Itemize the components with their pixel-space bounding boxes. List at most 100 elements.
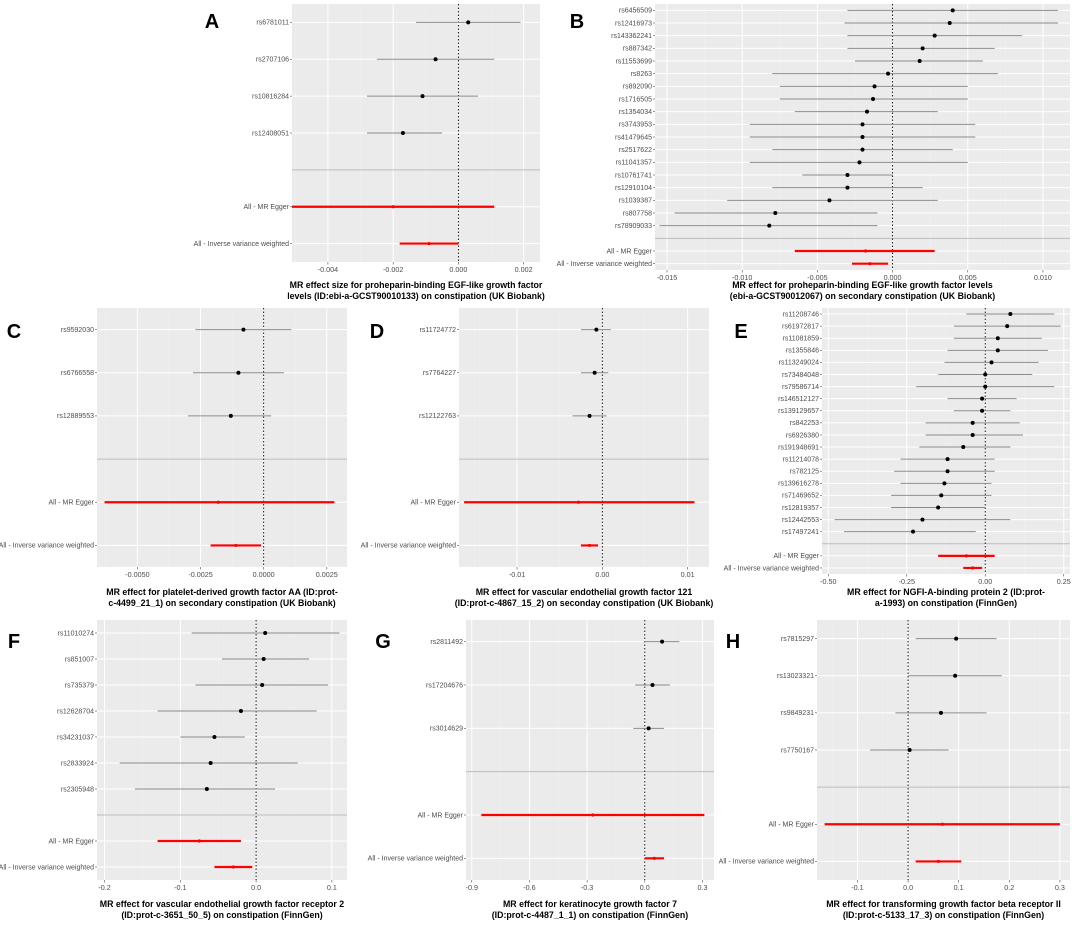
chart-title-line: (ID:prot-c-4487_1_1) on constipation (Fi… [492, 910, 689, 920]
summary-label: All - Inverse variance weighted [0, 864, 94, 871]
summary-point [971, 566, 975, 570]
x-tick-label: -0.1 [174, 883, 186, 892]
chart-title-line: a-1993) on constipation (FinnGen) [875, 598, 1017, 608]
snp-point [860, 147, 865, 152]
snp-point [400, 131, 405, 135]
x-tick-label: 0.000 [884, 273, 902, 282]
snp-point [587, 413, 592, 418]
snp-label: rs887342 [623, 46, 652, 53]
snp-point [261, 657, 266, 661]
chart-title-line: (ID:prot-c-3651_50_5) on constipation (F… [121, 910, 322, 920]
plot-background [466, 620, 714, 880]
x-tick-label: -0.25 [899, 577, 915, 586]
snp-label: rs12910104 [615, 185, 652, 192]
snp-point [938, 710, 943, 715]
snp-label: rs11081859 [783, 336, 820, 343]
x-tick-label: 0.3 [1055, 883, 1065, 892]
snp-point [1008, 312, 1013, 317]
x-tick-label: -0.1 [851, 883, 863, 892]
summary-point [216, 500, 220, 504]
snp-label: rs61972817 [782, 323, 819, 330]
summary-label: All - Inverse variance weighted [557, 261, 652, 268]
x-tick-label: -0.3 [581, 883, 593, 892]
snp-label: rs11208746 [783, 311, 820, 318]
x-tick-label: -0.01 [509, 570, 525, 579]
summary-point [652, 856, 657, 860]
panel-h: rs7815297 rs13023321 rs9849231 rs7750167 All… [719, 620, 1070, 920]
snp-point [970, 420, 975, 425]
panel-letter: F [8, 631, 20, 653]
chart-title-line: MR effect for transforming growth factor… [826, 899, 1061, 909]
summary-point [964, 554, 969, 558]
snp-point [204, 787, 209, 791]
snp-label: rs11214078 [783, 456, 820, 463]
summary-label: All - Inverse variance weighted [724, 565, 819, 572]
snp-label: rs10761741 [615, 172, 652, 179]
snp-label: rs146512127 [778, 396, 819, 403]
summary-point [591, 813, 595, 817]
snp-label: rs12819357 [782, 505, 819, 512]
summary-label: All - MR Egger [243, 204, 289, 211]
snp-point [860, 122, 865, 127]
x-tick-label: 0.000 [449, 265, 467, 274]
snp-label: rs2811492 [430, 639, 463, 646]
x-tick-label: 0.010 [1034, 273, 1052, 282]
panel-letter: C [7, 321, 21, 343]
snp-label: rs34231037 [57, 734, 94, 741]
x-tick-label: 0.25 [1057, 577, 1071, 586]
chart-title-line: (ebi-a-GCST90012067) on secondary consti… [730, 291, 995, 301]
x-tick-label: -0.0050 [125, 570, 149, 579]
plot-background [97, 308, 347, 567]
snp-label: rs735379 [65, 682, 94, 689]
chart-title-line: (ID:prot-c-4867_15_2) on seconday consti… [455, 598, 714, 608]
x-tick-label: 0.002 [515, 265, 533, 274]
chart-title-line: MR effect for keratinocyte growth factor… [503, 899, 677, 909]
snp-point [939, 493, 944, 498]
summary-point [936, 859, 941, 864]
snp-label: rs12408051 [252, 130, 289, 137]
snp-label: rs13023321 [777, 673, 814, 680]
chart-title-line: c-4499_21_1) on secondary constipation (… [108, 598, 335, 608]
snp-point [260, 683, 265, 687]
panel-a: rs6781011 rs2707106 rs10816284 rs12408051 Al… [194, 4, 545, 301]
summary-label: All - MR Egger [48, 838, 94, 845]
x-tick-label: -0.004 [318, 265, 338, 274]
snp-label: rs78909033 [615, 223, 652, 230]
snp-point [995, 336, 1000, 341]
snp-point [650, 683, 655, 687]
summary-point [940, 822, 945, 826]
snp-point [228, 413, 233, 418]
panel-letter: A [205, 11, 219, 33]
snp-point [660, 639, 665, 644]
snp-label: rs6926380 [786, 432, 819, 439]
snp-point [983, 372, 988, 377]
snp-label: rs17204676 [426, 682, 463, 689]
x-tick-label: -0.50 [820, 577, 836, 586]
snp-point [950, 8, 955, 13]
snp-point [954, 636, 959, 641]
summary-point [231, 865, 235, 869]
snp-point [238, 709, 243, 713]
snp-label: rs7750167 [781, 747, 814, 754]
x-tick-label: 0.2 [1004, 883, 1014, 892]
snp-label: rs12628704 [57, 708, 94, 715]
summary-label: All - MR Egger [606, 248, 652, 255]
snp-point [827, 198, 832, 203]
snp-label: rs12889553 [57, 413, 94, 420]
snp-point [886, 71, 891, 76]
panel-f: rs11010274 rs851007 rs735379 rs12628704 rs34… [0, 620, 347, 920]
chart-title-line: (ID:prot-c-5133_17_3) on constipation (F… [843, 910, 1044, 920]
snp-point [947, 21, 952, 25]
snp-label: rs12416973 [615, 20, 652, 27]
summary-label: All - MR Egger [410, 500, 456, 507]
x-tick-label: 0.0 [640, 883, 650, 892]
snp-label: rs1354034 [619, 109, 652, 116]
panel-letter: B [570, 11, 584, 33]
snp-label: rs11010274 [58, 630, 95, 637]
x-tick-label: 0.1 [954, 883, 964, 892]
snp-point [592, 370, 597, 375]
summary-label: All - Inverse variance weighted [368, 856, 463, 863]
summary-label: All - Inverse variance weighted [0, 543, 94, 550]
snp-label: rs851007 [65, 656, 94, 663]
snp-label: rs12442553 [782, 517, 819, 524]
